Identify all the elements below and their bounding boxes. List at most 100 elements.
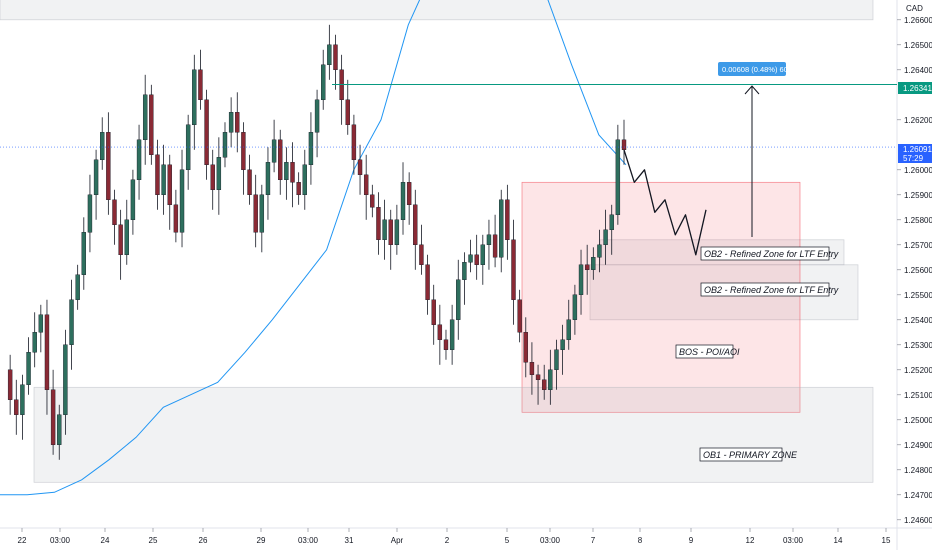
candle-body xyxy=(296,182,301,196)
candle-body xyxy=(394,219,400,246)
zone-label-ob1-text: OB1 - PRIMARY ZONE xyxy=(703,450,798,460)
y-tick-label: 1.25000 xyxy=(904,416,932,425)
candle-body xyxy=(253,194,258,233)
candle-body xyxy=(499,199,504,258)
y-tick-label: 1.25800 xyxy=(904,216,932,225)
candle-body xyxy=(603,229,608,246)
measure-tool[interactable]: 0.00608 (0.48%) 60.8 xyxy=(718,62,794,237)
candle-body xyxy=(327,44,332,65)
y-tick-label: 1.25200 xyxy=(904,366,932,375)
candle-body xyxy=(621,139,627,151)
candle-body xyxy=(609,214,614,231)
candle-body xyxy=(130,179,136,221)
candle-body xyxy=(124,219,129,256)
candle-body xyxy=(456,279,461,320)
candle-body xyxy=(173,204,179,233)
candle-body xyxy=(486,234,492,246)
time-axis: 22 03:00 24 25 26 29 03:00 31 Apr 2 5 03:00 7 8 9 12 03:… xyxy=(18,528,891,545)
candle-body xyxy=(541,379,547,390)
projection-path xyxy=(623,149,707,256)
candle-body xyxy=(112,199,117,226)
candle-body xyxy=(431,299,436,325)
candle-body xyxy=(32,332,37,353)
candle-body xyxy=(222,132,228,158)
candle-body xyxy=(314,99,320,133)
candle-body xyxy=(69,299,74,345)
overlays-layer xyxy=(0,84,897,256)
measure-bubble[interactable] xyxy=(718,62,786,76)
last-price-tag: 1.26341 xyxy=(898,82,932,94)
zone-2 xyxy=(521,181,801,413)
zone-4 xyxy=(0,0,874,21)
candle-body xyxy=(63,344,68,415)
candle-body xyxy=(136,139,142,181)
candle-body xyxy=(106,132,111,201)
candle-body xyxy=(357,159,363,176)
candle-body xyxy=(566,319,571,340)
measure-label: 0.00608 (0.48%) 60.8 xyxy=(722,65,794,74)
candle-body xyxy=(308,132,314,166)
x-tick-label: 7 xyxy=(591,536,596,545)
y-tick-label: 1.26600 xyxy=(904,16,932,25)
zones-layer xyxy=(0,0,874,483)
candle-body xyxy=(560,339,565,350)
zone-label-ob2-lower-box xyxy=(700,282,830,297)
x-tick-label: 22 xyxy=(18,536,27,545)
candle-body xyxy=(81,232,87,276)
x-tick-label: 14 xyxy=(834,536,843,545)
candle-body xyxy=(413,204,418,246)
y-tick-label: 1.24900 xyxy=(904,441,932,450)
candle-body xyxy=(198,69,203,101)
candle-body xyxy=(75,274,80,300)
y-tick-label: 1.25500 xyxy=(904,291,932,300)
candle-body xyxy=(505,199,510,241)
candle-body xyxy=(50,389,56,445)
candle-body xyxy=(548,369,553,390)
x-tick-label: 31 xyxy=(345,536,354,545)
zone-label-ob2-upper: OB2 - Refined Zone for LTF Entry xyxy=(700,246,839,261)
candle-body xyxy=(210,164,215,191)
ma-line xyxy=(0,0,627,496)
y-tick-label: 1.25600 xyxy=(904,266,932,275)
y-tick-label: 1.25400 xyxy=(904,316,932,325)
candle-body xyxy=(290,162,295,183)
x-tick-label: 26 xyxy=(199,536,208,545)
x-tick-label: 03:00 xyxy=(298,536,319,545)
candle-body xyxy=(419,244,424,266)
zone-label-ob1: OB1 - PRIMARY ZONE xyxy=(699,447,798,462)
candle-body xyxy=(20,384,25,415)
y-tick-label: 1.24800 xyxy=(904,466,932,475)
y-tick-label: 1.25700 xyxy=(904,241,932,250)
candle-body xyxy=(284,162,289,181)
last-price-tag-bg xyxy=(898,82,932,94)
y-tick-label: 1.26500 xyxy=(904,41,932,50)
y-tick-label: 1.24700 xyxy=(904,491,932,500)
candle-body xyxy=(7,369,13,400)
x-tick-label: 24 xyxy=(101,536,110,545)
candle-body xyxy=(216,157,222,191)
x-tick-label: 5 xyxy=(505,536,510,545)
candle-body xyxy=(376,207,381,241)
candle-body xyxy=(363,174,369,196)
candle-body xyxy=(259,194,265,233)
candle-body xyxy=(265,162,271,196)
zone-label-ob1-box xyxy=(699,447,783,462)
candle-body xyxy=(87,194,93,233)
y-tick-label: 1.25300 xyxy=(904,341,932,350)
candles-layer xyxy=(7,24,627,460)
candle-body xyxy=(584,264,590,270)
candle-body xyxy=(118,224,123,256)
current-price-tag-bg xyxy=(898,144,932,163)
candle-body xyxy=(179,169,185,233)
candle-body xyxy=(443,339,449,350)
candle-body xyxy=(474,254,479,266)
zone-label-bos: BOS - POI/AOI xyxy=(675,344,740,359)
candle-body xyxy=(161,164,166,196)
current-price-tag: 1.26091 57:29 xyxy=(898,144,932,163)
candle-body xyxy=(480,244,486,266)
candle-body xyxy=(517,299,522,333)
x-tick-label: 03:00 xyxy=(50,536,71,545)
zone-label-ob2-lower-text: OB2 - Refined Zone for LTF Entry xyxy=(704,285,839,295)
candle-body xyxy=(142,94,148,141)
